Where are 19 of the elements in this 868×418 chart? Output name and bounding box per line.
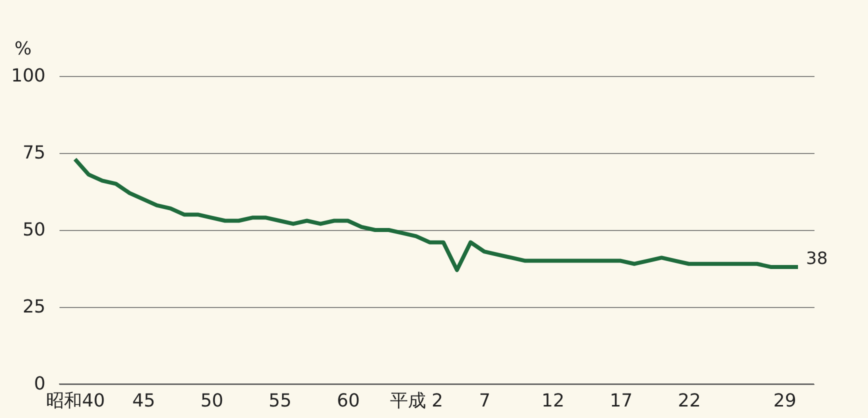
- x-tick-label: 22: [678, 390, 701, 412]
- annotation: 38: [806, 248, 828, 269]
- line-series: [73, 157, 800, 272]
- y-tick-label: 100: [11, 66, 46, 86]
- x-tick-label: 7: [479, 390, 490, 412]
- x-tick-label: 55: [268, 390, 292, 412]
- x-tick-label: 50: [200, 390, 224, 412]
- x-tick-label: 17: [610, 390, 633, 412]
- x-tick-label: 29: [773, 390, 796, 412]
- y-axis-title: %: [14, 38, 32, 60]
- y-tick-label: 50: [22, 220, 46, 240]
- y-tick-label: 25: [22, 296, 46, 318]
- x-tick-label: 平成 2: [390, 390, 444, 412]
- y-tick-label: 0: [34, 374, 46, 394]
- x-tick-label: 12: [542, 390, 564, 412]
- x-tick-label: 60: [336, 390, 360, 412]
- x-tick-label: 45: [132, 390, 156, 412]
- x-tick-label: 昭和40: [46, 390, 105, 412]
- y-tick-label: 75: [22, 142, 46, 164]
